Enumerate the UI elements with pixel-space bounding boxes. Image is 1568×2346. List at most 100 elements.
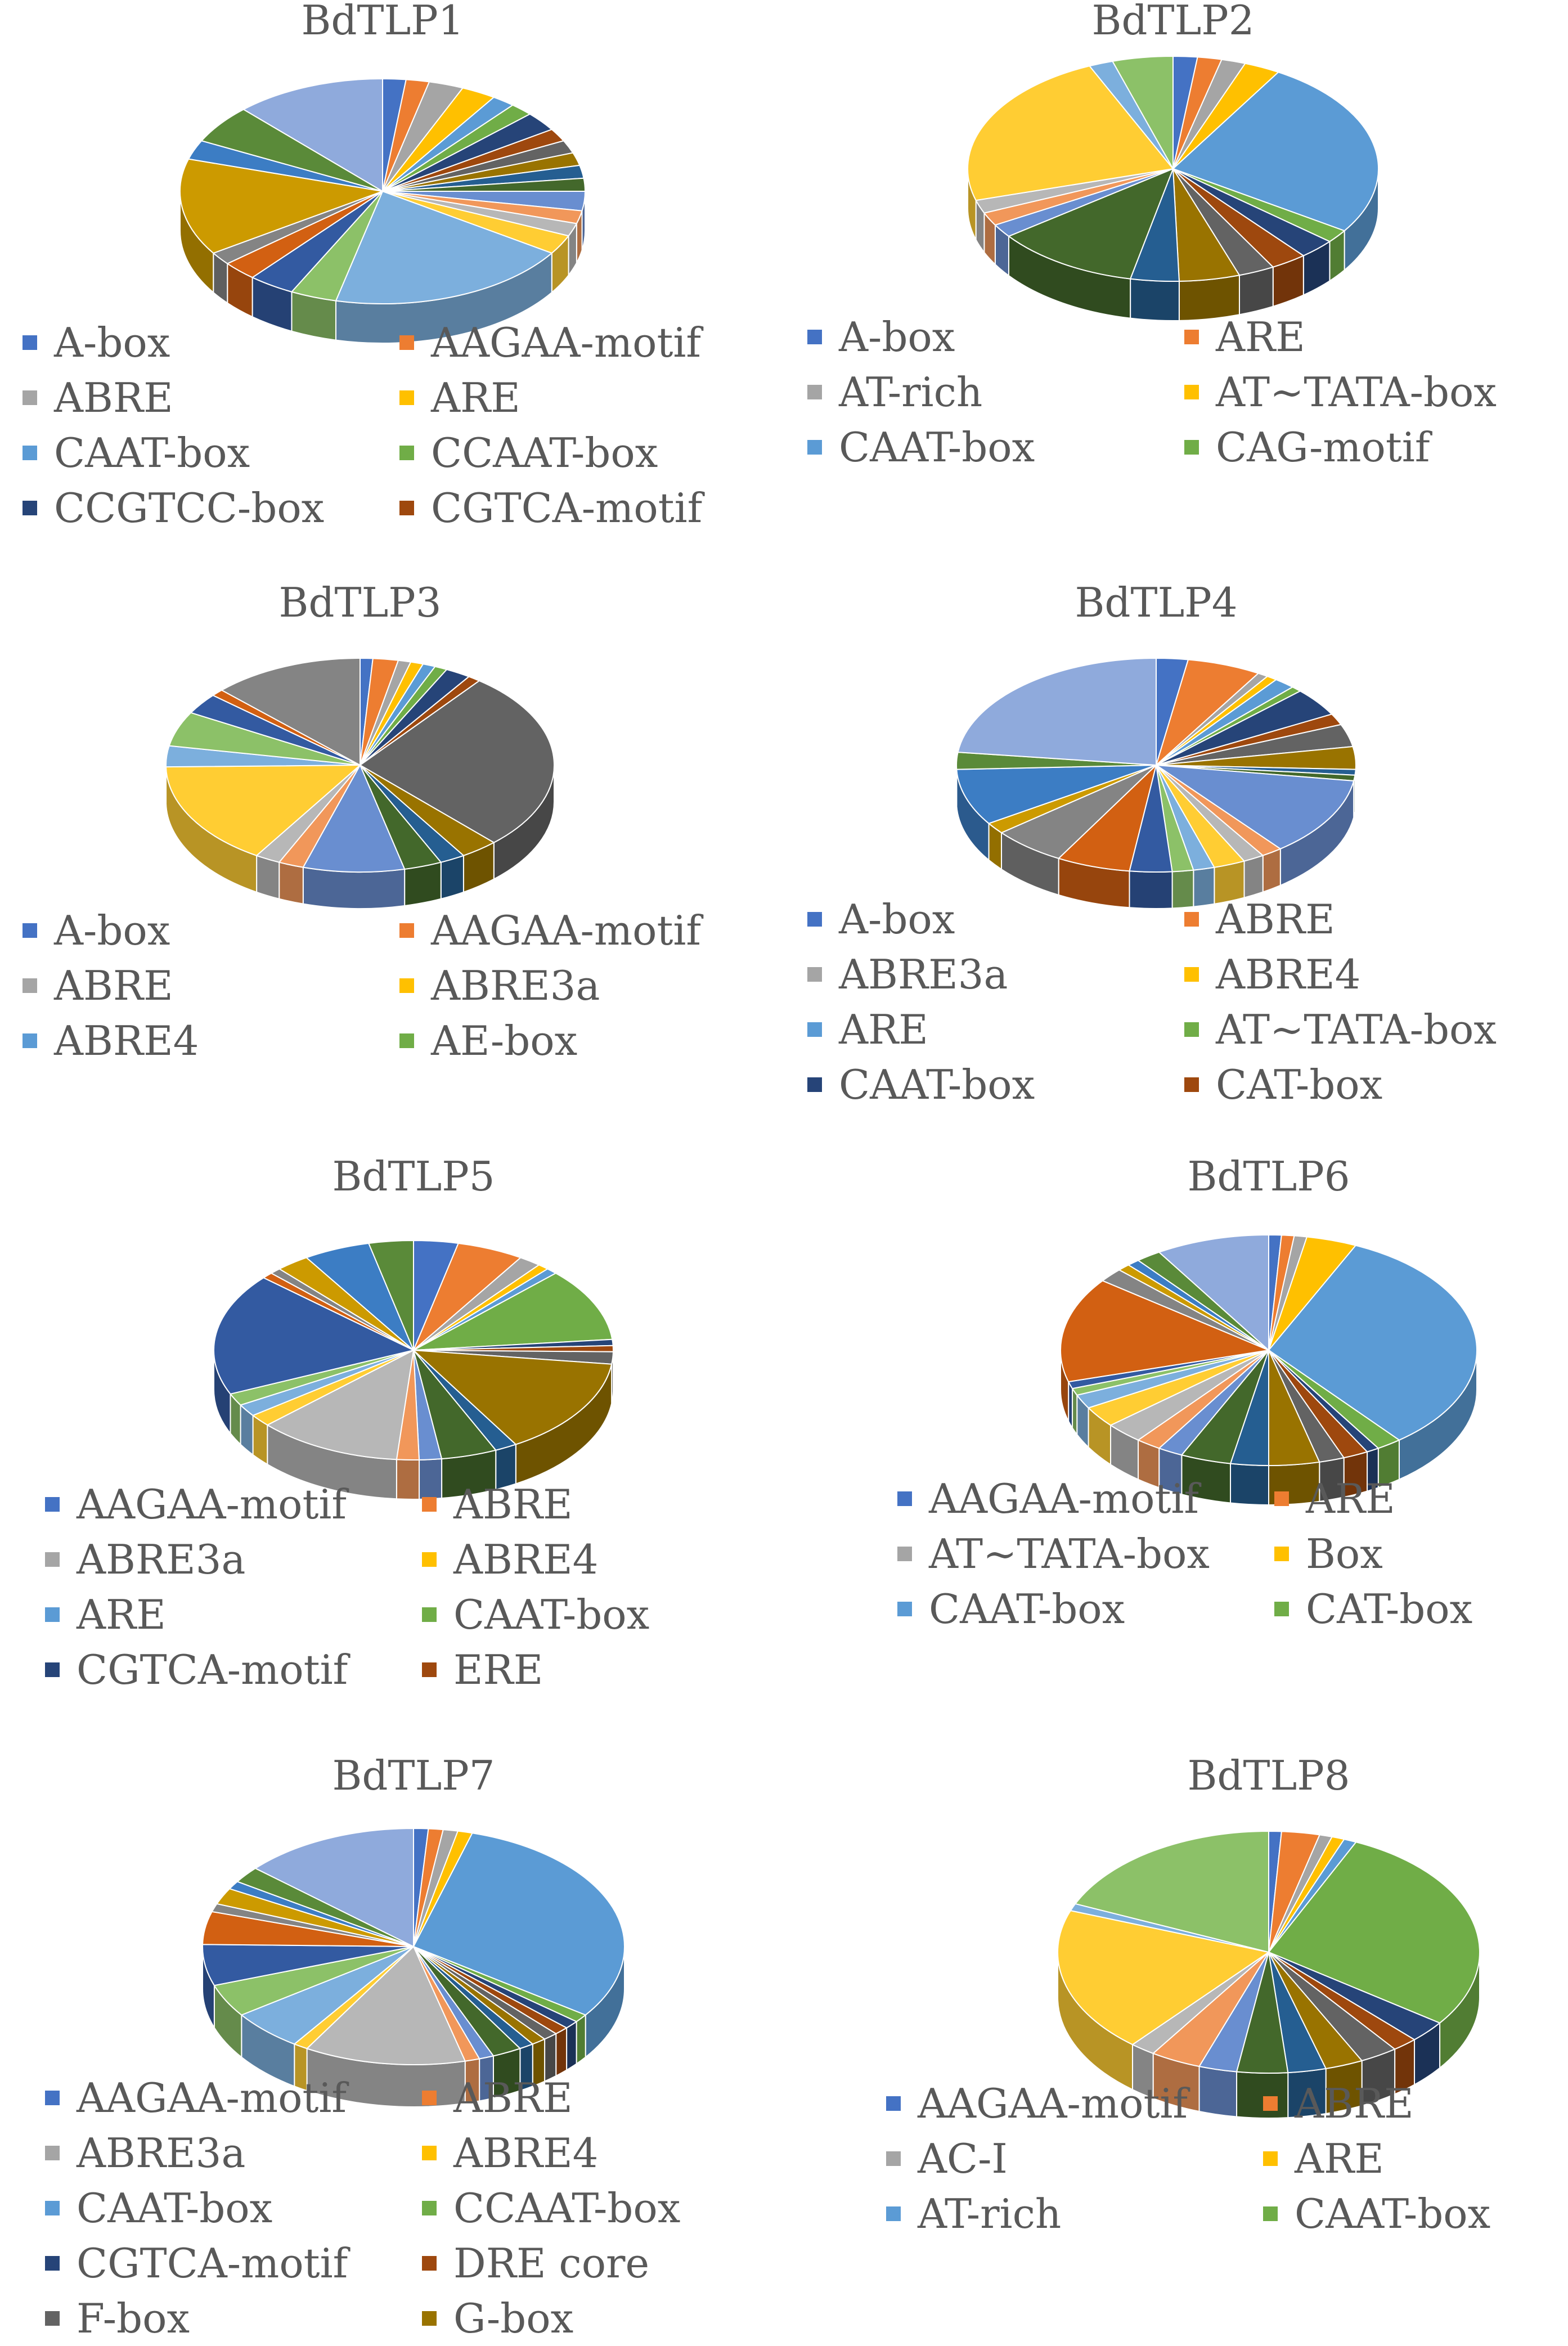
legend-item-abre3a: ABRE3a — [45, 1532, 422, 1587]
legend-label: CAT-box — [1306, 1585, 1472, 1633]
legend-swatch — [422, 1497, 437, 1512]
legend-label: ABRE4 — [453, 1536, 598, 1583]
legend-swatch — [807, 967, 822, 982]
legend-label: AAGAA-motif — [918, 2080, 1188, 2127]
pie-side-dre-core — [556, 2028, 567, 2076]
legend-label: ARE — [839, 1006, 928, 1053]
legend-swatch — [1274, 1547, 1289, 1561]
pie-side-c5 — [441, 856, 464, 899]
legend-label: ABRE3a — [77, 2129, 245, 2177]
legend-label: Box — [1306, 1530, 1383, 1578]
legend-item-at-rich: AT-rich — [807, 365, 1184, 420]
legend-item-are: ARE — [399, 370, 776, 425]
legend-item-aagaa-motif: AAGAA-motif — [45, 1477, 422, 1532]
legend-label: AAGAA-motif — [431, 907, 701, 954]
legend-swatch — [422, 2091, 437, 2105]
legend-swatch — [1184, 1077, 1199, 1092]
legend-label: CGTCA-motif — [77, 2240, 348, 2287]
legend-label: F-box — [77, 2295, 190, 2342]
legend-item-ere: ERE — [422, 1642, 799, 1697]
pie-chart — [785, 1156, 1567, 1471]
legend-item-ccaat-box: CCAAT-box — [422, 2181, 799, 2236]
legend-label: CGTCA-motif — [431, 484, 702, 532]
pie-side-c7 — [303, 868, 405, 909]
legend-swatch — [1184, 1022, 1199, 1037]
legend-swatch — [897, 1547, 912, 1561]
pie-side-c6 — [1263, 849, 1281, 892]
legend-swatch — [422, 1607, 437, 1622]
legend-label: ABRE4 — [1216, 951, 1360, 998]
legend-label: CGTCA-motif — [77, 1646, 348, 1693]
legend-swatch — [399, 335, 414, 350]
legend-label: G-box — [453, 2295, 573, 2342]
legend-swatch — [45, 2091, 60, 2105]
pie-side-c13 — [1068, 1382, 1072, 1428]
legend-swatch — [45, 2256, 60, 2271]
pie-chart — [0, 0, 782, 315]
legend-swatch — [45, 1497, 60, 1512]
legend-swatch — [1184, 330, 1199, 344]
legend-label: ABRE — [1295, 2080, 1414, 2127]
legend-item-caat-box: CAAT-box — [1263, 2186, 1568, 2241]
legend-swatch — [422, 2256, 437, 2271]
legend: A-box AAGAA-motif ABRE ABRE3a ABRE4 AE-box — [23, 903, 776, 1068]
legend-item-aagaa-motif: AAGAA-motif — [886, 2076, 1263, 2131]
legend-swatch — [45, 1662, 60, 1677]
legend-item-cag-motif: CAG-motif — [1184, 420, 1561, 475]
pie-chart — [0, 1755, 782, 2070]
legend-swatch — [23, 923, 37, 938]
legend-label: ABRE3a — [431, 962, 600, 1009]
legend-item-box: Box — [1274, 1526, 1568, 1581]
pie-chart — [0, 582, 782, 897]
legend-item-a-box: A-box — [807, 309, 1184, 365]
legend-swatch — [807, 385, 822, 399]
legend-label: A-box — [54, 907, 170, 954]
legend-swatch — [422, 2201, 437, 2215]
legend-label: ERE — [453, 1646, 543, 1693]
legend-label: A-box — [54, 319, 170, 366]
legend-item-dre-core: DRE core — [422, 2236, 799, 2291]
legend-item-cgtca-motif: CGTCA-motif — [45, 2236, 422, 2291]
legend-label: ABRE4 — [453, 2129, 598, 2177]
legend-swatch — [45, 1552, 60, 1567]
legend-item-caat-box: CAAT-box — [807, 420, 1184, 475]
legend-label: ABRE — [54, 962, 173, 1009]
legend-label: CAAT-box — [929, 1585, 1125, 1633]
legend-item-cat-box: CAT-box — [1184, 1057, 1561, 1112]
legend-item-abre3a: ABRE3a — [45, 2125, 422, 2181]
legend-item-caat-box: CAAT-box — [422, 1587, 799, 1642]
legend-label: AT-rich — [918, 2190, 1061, 2237]
legend-swatch — [897, 1491, 912, 1506]
legend-item-a-box: A-box — [23, 315, 399, 370]
legend-swatch — [1263, 2096, 1278, 2111]
legend-swatch — [807, 1077, 822, 1092]
pie-side-cgtca-motif — [567, 2021, 577, 2070]
legend-item-abre: ABRE — [23, 958, 399, 1013]
legend-swatch — [23, 501, 37, 515]
legend-label: ARE — [77, 1591, 166, 1638]
legend-swatch — [807, 440, 822, 455]
legend-item-abre4: ABRE4 — [422, 2125, 799, 2181]
legend-label: ABRE4 — [54, 1017, 199, 1064]
legend-swatch — [807, 912, 822, 927]
pie-side-c12 — [1072, 1388, 1077, 1435]
legend-label: CAG-motif — [1216, 424, 1430, 471]
legend-item-aagaa-motif: AAGAA-motif — [45, 2070, 422, 2125]
legend-item-caat-box: CAAT-box — [45, 2181, 422, 2236]
legend-swatch — [399, 501, 414, 515]
legend-swatch — [886, 2151, 901, 2166]
legend-label: AE-box — [431, 1017, 577, 1064]
legend-item-a-box: A-box — [23, 903, 399, 958]
legend-item-are: ARE — [807, 1002, 1184, 1057]
legend-item-abre: ABRE — [422, 1477, 799, 1532]
legend-label: AT~TATA-box — [1216, 368, 1497, 416]
